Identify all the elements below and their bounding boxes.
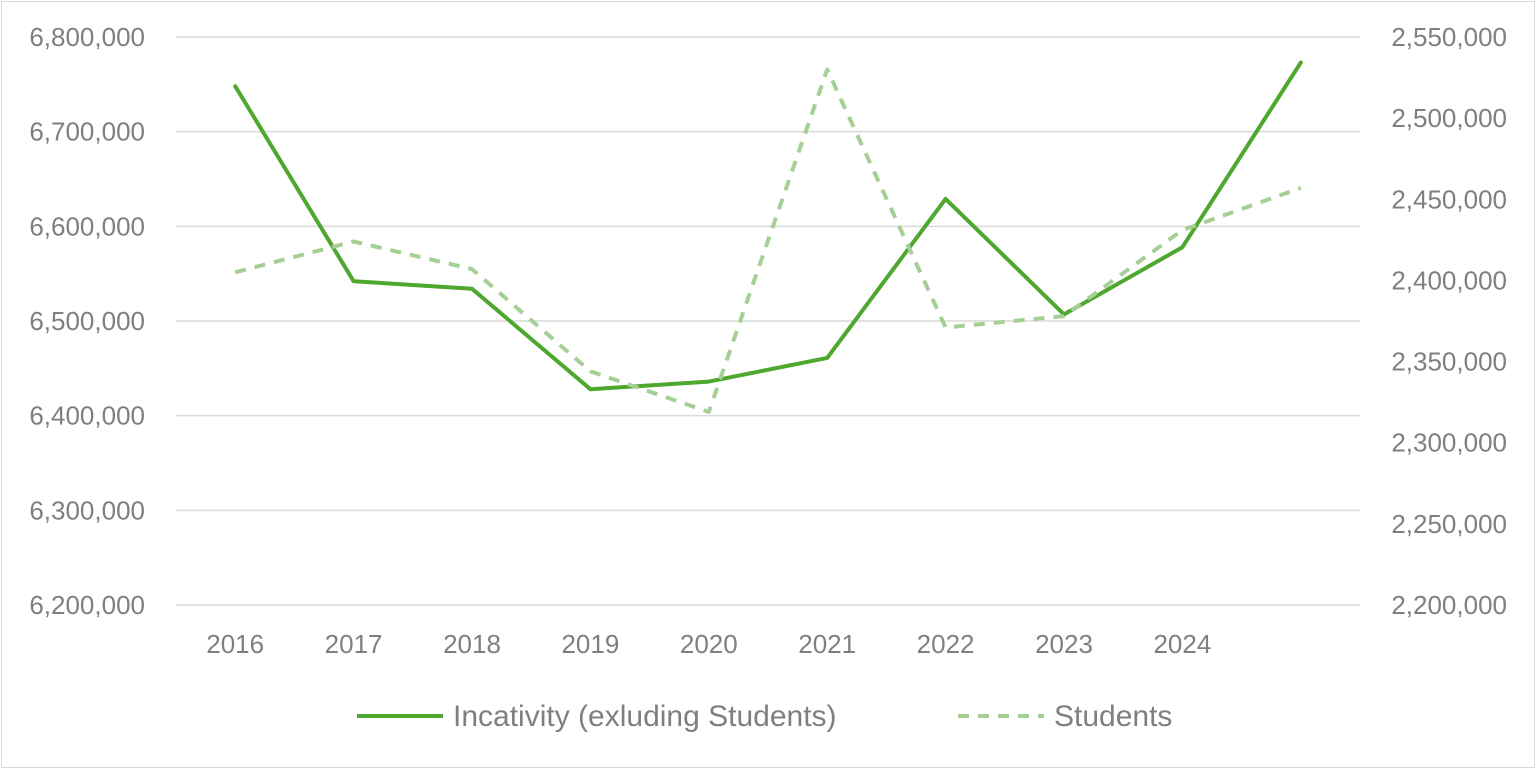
x-axis: 2016 2017 2018 2019 2020 2021 2022 2023 2024: [206, 629, 1211, 659]
right-y-tick-label: 2,350,000: [1391, 347, 1507, 377]
right-y-tick-label: 2,200,000: [1391, 590, 1507, 620]
x-tick-label: 2018: [443, 629, 501, 659]
x-tick-label: 2017: [325, 629, 383, 659]
legend: Incativity (exluding Students) Students: [357, 700, 1172, 733]
gridlines: [176, 36, 1360, 606]
left-y-tick-label: 6,700,000: [29, 117, 145, 147]
legend-label: Students: [1054, 700, 1172, 733]
x-tick-label: 2024: [1153, 629, 1211, 659]
x-tick-label: 2019: [561, 629, 619, 659]
right-y-tick-label: 2,550,000: [1391, 22, 1507, 52]
left-y-tick-label: 6,800,000: [29, 22, 145, 52]
series-lines: [233, 60, 1303, 414]
left-y-tick-label: 6,600,000: [29, 211, 145, 241]
left-y-tick-label: 6,400,000: [29, 401, 145, 431]
x-tick-label: 2016: [206, 629, 264, 659]
left-y-tick-label: 6,300,000: [29, 495, 145, 525]
series-line-1: [234, 67, 1302, 414]
right-y-tick-label: 2,400,000: [1391, 265, 1507, 295]
x-tick-label: 2022: [917, 629, 975, 659]
legend-label: Incativity (exluding Students): [453, 700, 837, 733]
right-y-tick-label: 2,450,000: [1391, 184, 1507, 214]
x-tick-label: 2023: [1035, 629, 1093, 659]
right-y-tick-label: 2,250,000: [1391, 509, 1507, 539]
x-tick-label: 2021: [798, 629, 856, 659]
right-y-axis: 2,200,000 2,250,000 2,300,000 2,350,000 2,40…: [1391, 22, 1507, 620]
series-line-0: [233, 60, 1303, 392]
x-tick-label: 2020: [680, 629, 738, 659]
left-y-axis: 6,200,000 6,300,000 6,400,000 6,500,000 6,60…: [29, 22, 145, 620]
right-y-tick-label: 2,500,000: [1391, 103, 1507, 133]
left-y-tick-label: 6,200,000: [29, 590, 145, 620]
right-y-tick-label: 2,300,000: [1391, 428, 1507, 458]
left-y-tick-label: 6,500,000: [29, 306, 145, 336]
